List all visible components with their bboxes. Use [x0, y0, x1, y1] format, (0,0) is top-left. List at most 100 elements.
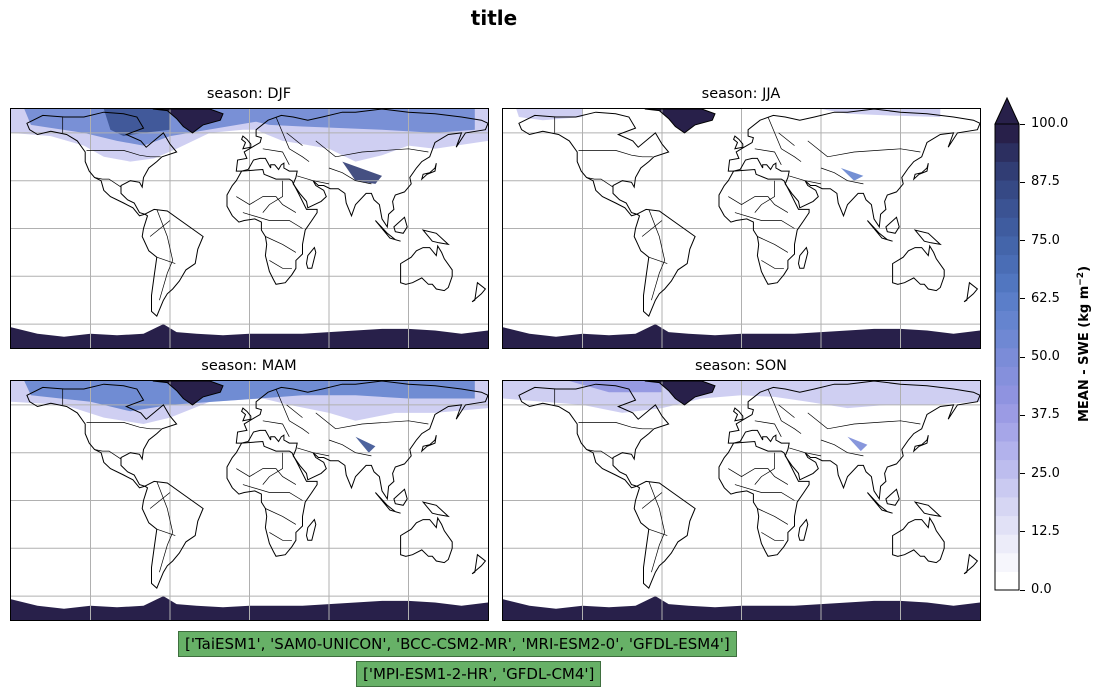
country-border	[578, 422, 653, 430]
colorbar-level	[995, 179, 1019, 200]
colorbar-level	[995, 571, 1019, 591]
colorbar-tick-mark	[1020, 123, 1025, 125]
colorbar-level	[995, 366, 1019, 386]
snow-field	[342, 161, 382, 184]
colorbar-tick-label: 37.5	[1031, 407, 1060, 423]
country-border	[269, 260, 292, 269]
coastline-africa	[226, 440, 318, 557]
country-border	[236, 196, 297, 213]
coastline-japan	[912, 435, 929, 453]
colorbar-label: MEAN - SWE (kg m−2)	[1076, 266, 1092, 422]
colorbar-level	[995, 161, 1019, 181]
colorbar-level	[995, 478, 1019, 498]
coastline-southAmerica	[141, 480, 204, 589]
snow-field	[569, 381, 662, 393]
colorbar-tick-mark	[1020, 414, 1025, 416]
country-border	[648, 481, 666, 573]
snow-field	[840, 168, 864, 181]
country-border	[734, 484, 795, 501]
country-border	[242, 484, 303, 501]
country-border	[262, 452, 283, 485]
country-border	[275, 116, 310, 162]
country-border	[641, 492, 663, 509]
country-border	[778, 404, 795, 418]
country-border	[328, 167, 372, 185]
country-border	[754, 148, 782, 165]
colorbar-level	[995, 273, 1019, 293]
country-border	[328, 439, 372, 457]
country-border	[275, 388, 310, 434]
colorbar-tick-mark	[1020, 298, 1025, 300]
colorbar-tick-label: 62.5	[1031, 290, 1060, 306]
country-border	[94, 449, 122, 460]
snow-field	[103, 109, 170, 137]
colorbar-level	[995, 440, 1019, 461]
map-canvas	[11, 109, 488, 348]
colorbar-tick-label: 75.0	[1031, 232, 1060, 248]
colorbar-level	[995, 496, 1019, 517]
colorbar-level	[995, 235, 1019, 256]
coastline-eurasia	[235, 381, 488, 501]
map-canvas	[503, 109, 980, 348]
country-border	[789, 447, 822, 457]
panel-title-mam: season: MAM	[201, 358, 297, 374]
colorbar-tick-mark	[1020, 356, 1025, 358]
greenland-ice	[644, 109, 715, 133]
coastline-indonesia	[375, 220, 401, 242]
model-list-box-1: ['TaiESM1', 'SAM0-UNICON', 'BCC-CSM2-MR'…	[178, 631, 737, 657]
coastline-newzealand	[963, 553, 979, 575]
coastline-japan	[420, 435, 437, 453]
coastline-indonesia	[375, 492, 401, 514]
country-border	[754, 420, 782, 437]
country-border	[86, 422, 161, 430]
coastline-uk	[240, 407, 252, 422]
country-border	[297, 175, 330, 185]
coastline-africa	[718, 168, 810, 285]
country-border	[757, 508, 789, 525]
coastline-indonesia	[867, 220, 893, 242]
coastline-greenland	[644, 109, 716, 134]
country-border	[767, 388, 802, 434]
coastline-borneo	[393, 216, 408, 234]
country-border	[262, 420, 290, 437]
coastline-africa	[226, 168, 318, 285]
greenland-ice	[644, 381, 715, 405]
coastline-northAmerica	[518, 111, 670, 217]
colorbar-level	[995, 403, 1019, 423]
country-border	[728, 468, 789, 485]
country-border	[754, 452, 775, 485]
country-border	[754, 180, 775, 213]
country-border	[262, 148, 290, 165]
coastline-papua	[913, 501, 942, 518]
colorbar-label-exponent: −2	[1075, 271, 1086, 286]
colorbar-level	[995, 291, 1019, 311]
colorbar-level	[995, 310, 1019, 330]
coastline-northAmerica	[26, 111, 178, 217]
map-panel-djf	[10, 108, 489, 349]
snow-field	[821, 109, 941, 117]
country-border	[286, 132, 303, 146]
colorbar-level	[995, 329, 1019, 349]
colorbar-tick-mark	[1020, 589, 1025, 591]
model-list-box-2: ['MPI-ESM1-2-HR', 'GFDL-CM4']	[356, 661, 602, 687]
map-canvas	[11, 381, 488, 620]
country-border	[286, 404, 303, 418]
map-canvas	[503, 381, 980, 620]
colorbar	[994, 96, 1020, 592]
coastline-borneo	[885, 488, 900, 506]
country-border	[807, 412, 921, 430]
country-border	[315, 412, 429, 430]
colorbar-level	[995, 459, 1019, 479]
country-border	[648, 209, 666, 301]
country-border	[578, 150, 653, 158]
country-border	[761, 532, 784, 541]
country-border	[262, 180, 283, 213]
coastline-southAmerica	[633, 208, 696, 317]
colorbar-label-text: MEAN - SWE (kg m	[1077, 285, 1093, 423]
coastline-northAmerica	[518, 383, 670, 489]
coastline-australia	[892, 516, 945, 564]
coastline-newzealand	[471, 553, 487, 575]
country-border	[156, 528, 176, 536]
coastline-greenland	[152, 381, 224, 406]
country-border	[149, 220, 171, 237]
